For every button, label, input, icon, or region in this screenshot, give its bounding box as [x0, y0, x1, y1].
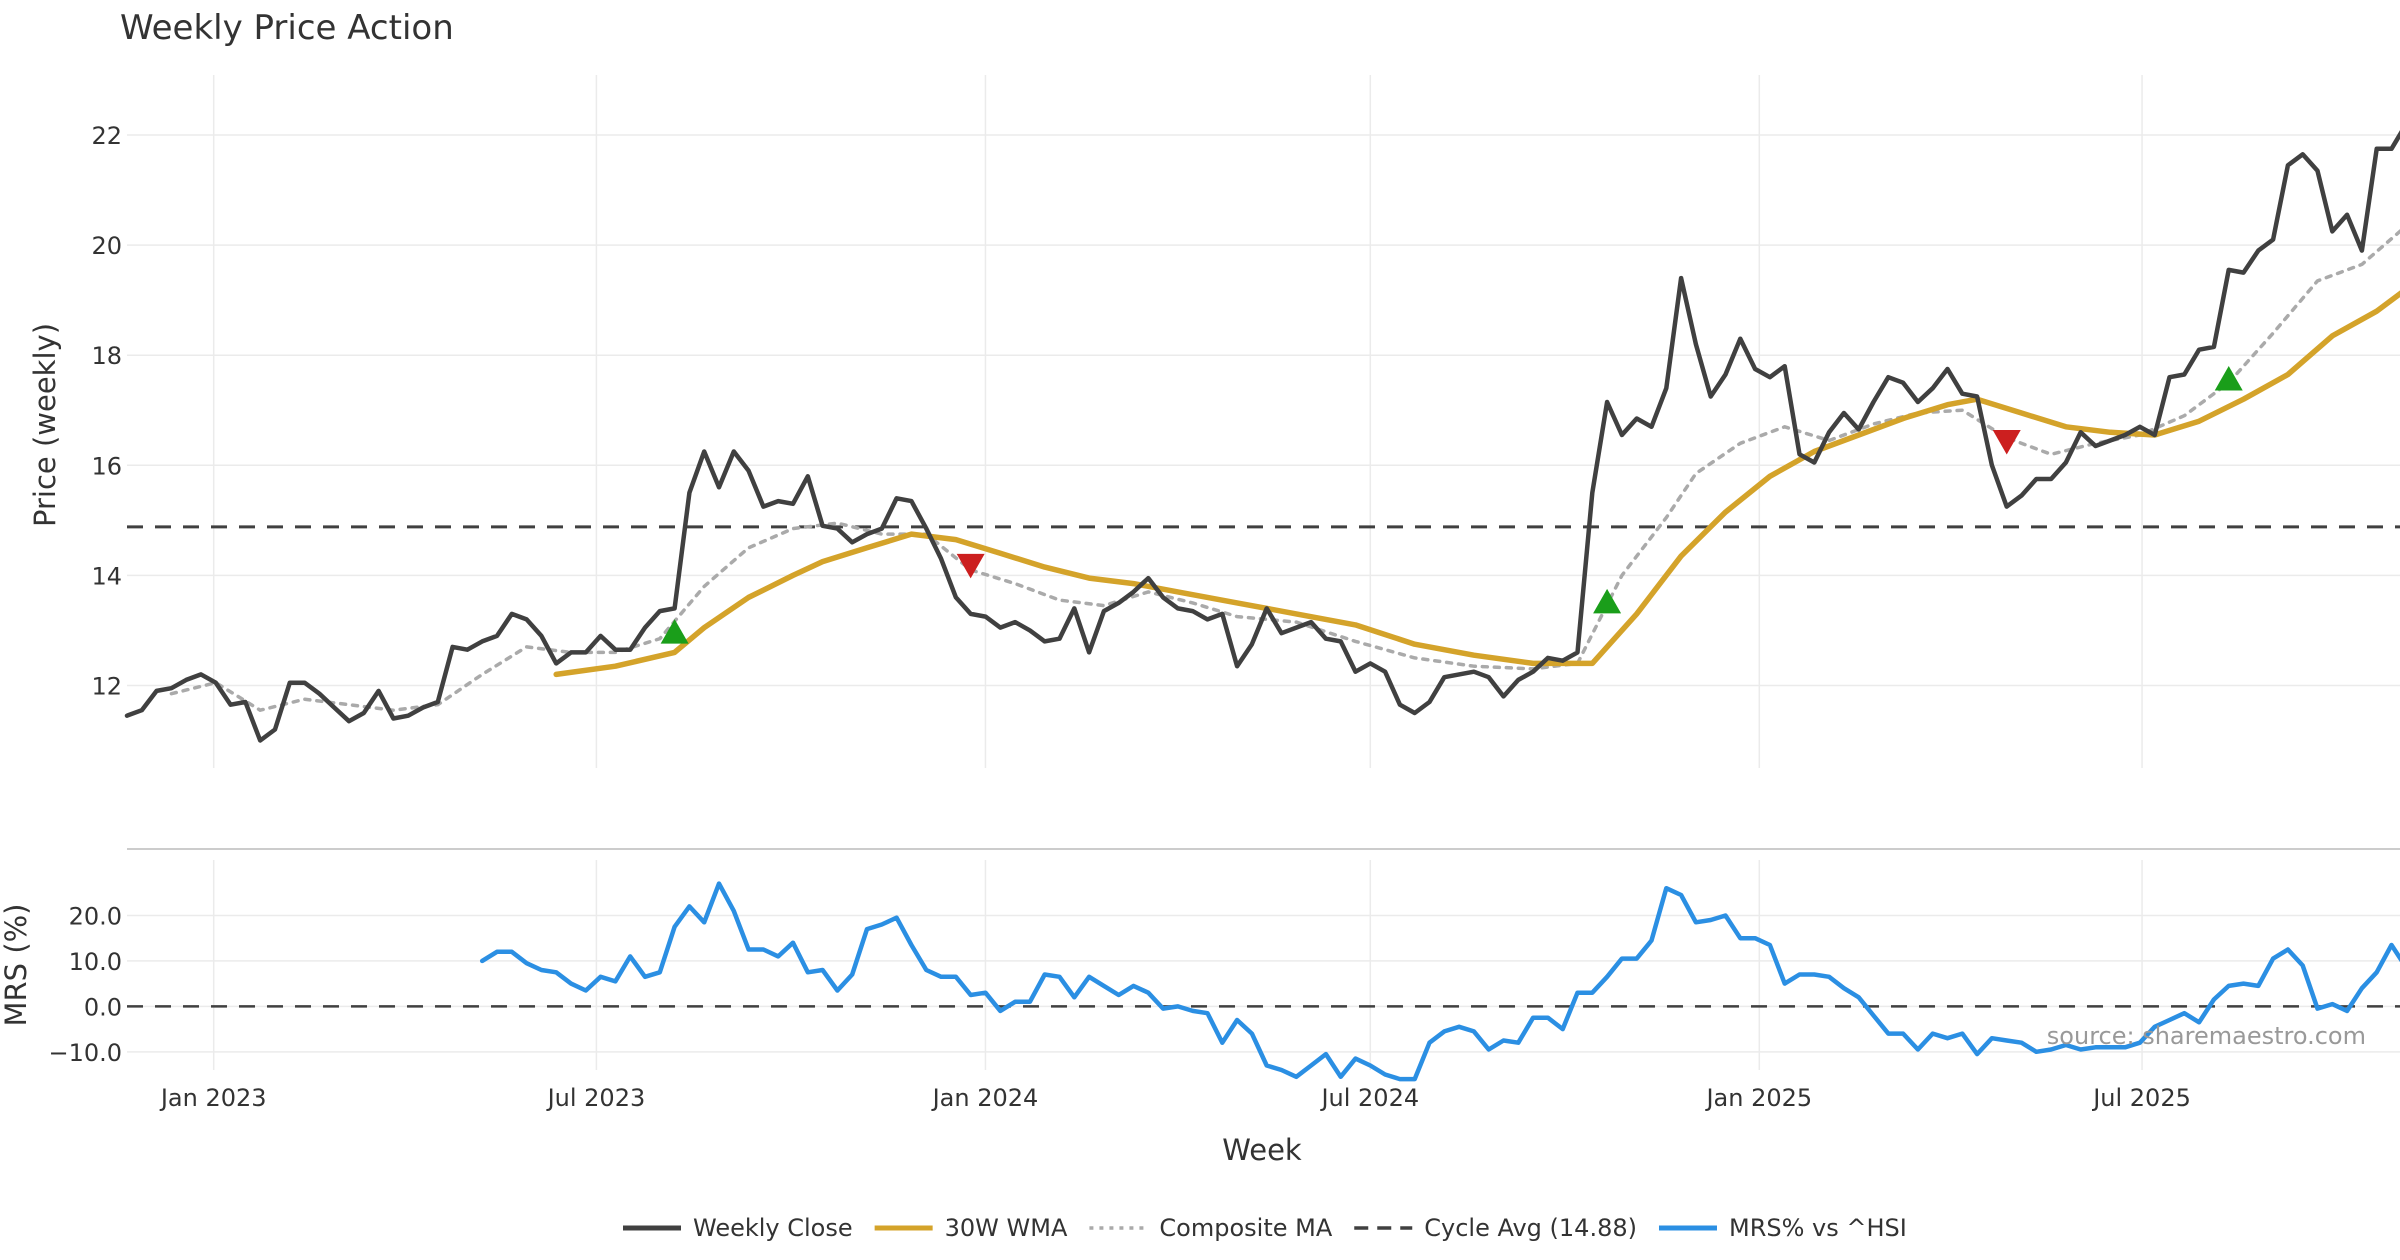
- legend-label: 30W WMA: [945, 1214, 1068, 1242]
- legend-label: Composite MA: [1159, 1214, 1332, 1242]
- price-y-tick-label: 16: [91, 452, 122, 480]
- price-y-axis-label: Price (weekly): [28, 323, 62, 527]
- legend-label: Cycle Avg (14.88): [1424, 1214, 1637, 1242]
- price-y-tick-label: 20: [91, 232, 122, 260]
- x-tick-label: Jan 2025: [1704, 1084, 1812, 1112]
- source-note: source: sharemaestro.com: [2047, 1022, 2366, 1050]
- chart-title: Weekly Price Action: [120, 8, 454, 48]
- mrs-line: [479, 881, 2400, 1082]
- buy-signal-marker: [1593, 588, 1622, 614]
- mrs-y-tick-label: 0.0: [84, 993, 122, 1021]
- price-y-tick-label: 14: [91, 562, 122, 590]
- mrs-y-tick-label: 10.0: [69, 948, 122, 976]
- x-tick-label: Jul 2023: [546, 1084, 646, 1112]
- buy-signal-marker: [2214, 365, 2243, 391]
- legend-label: MRS% vs ^HSI: [1729, 1214, 1907, 1242]
- legend-label: Weekly Close: [693, 1214, 853, 1242]
- weekly-close-line: [124, 130, 2400, 743]
- sell-signal-marker: [956, 553, 985, 579]
- buy-signal-marker: [660, 619, 689, 644]
- legend: Weekly Close 30W WMA Composite MA Cycle Avg…: [623, 1214, 1907, 1242]
- mrs-y-axis-ticks: 20.0 10.0 0.0 −10.0: [48, 902, 122, 1066]
- x-axis-ticks: Jan 2023 Jul 2023 Jan 2024 Jul 2024 Jan 2025…: [159, 1084, 2191, 1112]
- signal-layer: [660, 365, 2243, 644]
- mrs-y-tick-label: −10.0: [48, 1039, 122, 1067]
- wma-30w-line: [553, 290, 2400, 678]
- x-tick-label: Jul 2024: [1319, 1084, 1419, 1112]
- series-layer: [124, 130, 2400, 1082]
- mrs-y-axis-label: MRS (%): [0, 904, 33, 1027]
- x-tick-label: Jul 2025: [2091, 1084, 2191, 1112]
- price-y-tick-label: 22: [91, 122, 122, 150]
- x-tick-label: Jan 2023: [159, 1084, 267, 1112]
- mrs-y-tick-label: 20.0: [69, 902, 122, 930]
- price-y-tick-label: 12: [91, 672, 122, 700]
- composite-ma-line: [169, 229, 2400, 712]
- price-y-tick-label: 18: [91, 342, 122, 370]
- x-tick-label: Jan 2024: [931, 1084, 1039, 1112]
- price-y-axis-ticks: 12 14 16 18 20 22: [91, 122, 122, 700]
- x-axis-label: Week: [1222, 1133, 1302, 1167]
- sell-signal-marker: [1992, 430, 2021, 455]
- price-panel-grid: [127, 75, 2400, 768]
